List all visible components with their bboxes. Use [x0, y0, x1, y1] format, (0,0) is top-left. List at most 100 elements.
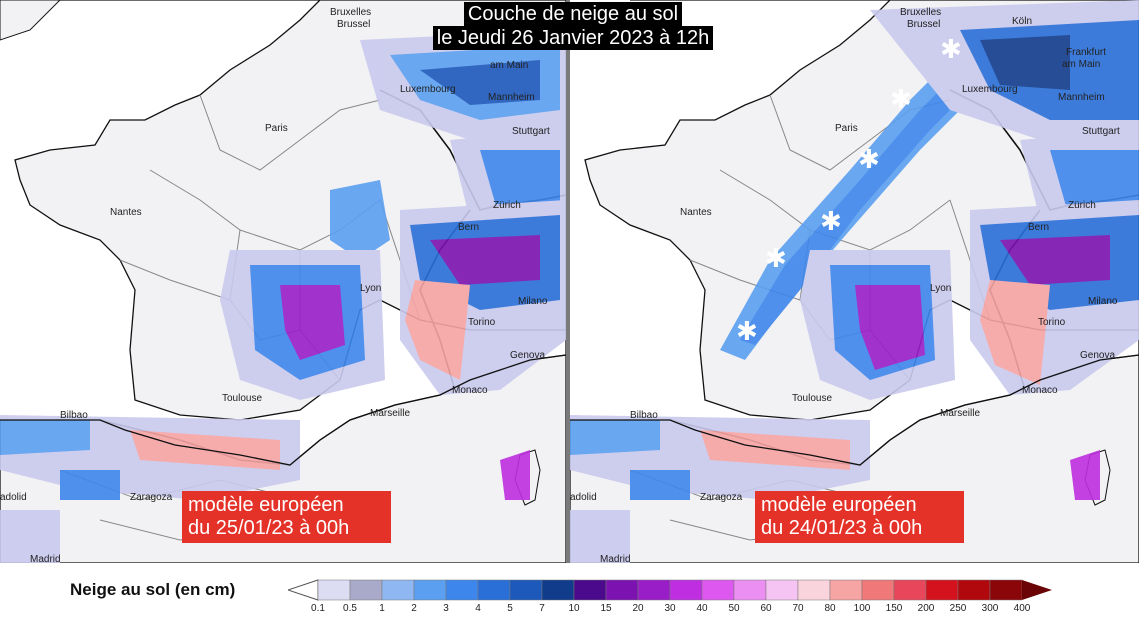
- city-label: Köln: [1012, 16, 1032, 27]
- legend-tick-label: 50: [728, 603, 740, 614]
- snowflake-icon: ✱: [765, 244, 787, 274]
- city-label: Nantes: [110, 207, 142, 218]
- snowflake-icon: ✱: [736, 317, 758, 347]
- snowflake-icon: ✱: [890, 85, 912, 115]
- legend-color-cell: [605, 579, 639, 601]
- legend-color-cell: [957, 579, 991, 601]
- legend-tick-label: 100: [853, 603, 871, 614]
- legend-color-cell: [445, 579, 479, 601]
- legend-color-cell: [509, 579, 543, 601]
- model-label-line2: du 24/01/23 à 00h: [761, 517, 923, 539]
- model-label-left: modèle européen du 25/01/23 à 00h: [182, 491, 391, 543]
- city-label: adolid: [570, 492, 597, 503]
- city-label: Nantes: [680, 207, 712, 218]
- city-label: Frankfurt: [1066, 47, 1106, 58]
- snow-star-icons: ✱ ✱ ✱ ✱ ✱ ✱: [736, 35, 962, 347]
- snowflake-icon: ✱: [820, 207, 842, 237]
- legend-arrow-left: [288, 579, 319, 601]
- city-label: adolid: [0, 492, 27, 503]
- legend-color-cell: [797, 579, 831, 601]
- map-panel-right: ✱ ✱ ✱ ✱ ✱ ✱ Bruxelles Brussel Köln Frank…: [570, 0, 1139, 563]
- title-line2: le Jeudi 26 Janvier 2023 à 12h: [432, 26, 714, 50]
- legend-color-cell: [573, 579, 607, 601]
- legend-tick-label: 5: [507, 603, 513, 614]
- map-panel-left: Bruxelles Brussel am Main Luxembourg Man…: [0, 0, 566, 563]
- legend-color-cell: [637, 579, 671, 601]
- legend-color-bar: [288, 579, 1052, 601]
- city-label: Luxembourg: [400, 84, 456, 95]
- city-label: Milano: [1088, 296, 1118, 307]
- city-label: Madrid: [30, 554, 61, 563]
- legend-tick-label: 20: [632, 603, 644, 614]
- legend-tick-label: 30: [664, 603, 676, 614]
- city-label: Marseille: [370, 408, 410, 419]
- city-label: Monaco: [452, 385, 488, 396]
- city-label: Paris: [835, 123, 858, 134]
- city-labels-right: Bruxelles Brussel Köln Frankfurt am Main…: [570, 7, 1120, 563]
- city-label: Lyon: [360, 283, 381, 294]
- legend-color-cell: [477, 579, 511, 601]
- legend-color-cell: [893, 579, 927, 601]
- city-label: Zürich: [493, 200, 521, 211]
- legend-color-cell: [349, 579, 383, 601]
- city-label: Mannheim: [1058, 92, 1105, 103]
- city-label: Madrid: [600, 554, 631, 563]
- legend-tick-label: 15: [600, 603, 612, 614]
- legend-tick-label: 4: [475, 603, 481, 614]
- legend-arrow-right: [1022, 580, 1052, 600]
- city-label: Zaragoza: [700, 492, 743, 503]
- city-label: Luxembourg: [962, 84, 1018, 95]
- map-right-svg: ✱ ✱ ✱ ✱ ✱ ✱ Bruxelles Brussel Köln Frank…: [570, 0, 1139, 563]
- model-label-right: modèle européen du 24/01/23 à 00h: [755, 491, 964, 543]
- legend-tick-label: 60: [760, 603, 772, 614]
- legend-color-cell: [381, 579, 415, 601]
- legend-color-cell: [861, 579, 895, 601]
- city-labels-left: Bruxelles Brussel am Main Luxembourg Man…: [0, 7, 550, 563]
- legend-title: Neige au sol (en cm): [70, 580, 236, 599]
- city-label: Stuttgart: [1082, 126, 1120, 137]
- city-label: Torino: [1038, 317, 1066, 328]
- legend-tick-label: 0.1: [311, 603, 325, 614]
- map-title: Couche de neige au sol le Jeudi 26 Janvi…: [398, 2, 748, 50]
- legend-tick-label: 10: [568, 603, 580, 614]
- city-label: Marseille: [940, 408, 980, 419]
- legend-tick-label: 300: [981, 603, 999, 614]
- city-label: am Main: [490, 60, 528, 71]
- city-label: Monaco: [1022, 385, 1058, 396]
- city-label: Paris: [265, 123, 288, 134]
- model-label-line1: modèle européen: [188, 494, 344, 516]
- city-label: Bruxelles: [900, 7, 941, 18]
- legend-tick-label: 400: [1013, 603, 1031, 614]
- city-label: Genova: [1080, 350, 1115, 361]
- legend-tick-label: 40: [696, 603, 708, 614]
- legend-tick-label: 1: [379, 603, 385, 614]
- city-label: Bilbao: [60, 410, 88, 421]
- title-line1: Couche de neige au sol: [463, 2, 683, 26]
- legend-tick-label: 150: [885, 603, 903, 614]
- legend-color-cell: [317, 579, 351, 601]
- legend-tick-label: 250: [949, 603, 967, 614]
- city-label: Lyon: [930, 283, 951, 294]
- city-label: Bilbao: [630, 410, 658, 421]
- legend-tick-label: 80: [824, 603, 836, 614]
- map-left-svg: Bruxelles Brussel am Main Luxembourg Man…: [0, 0, 566, 563]
- city-label: Milano: [518, 296, 548, 307]
- legend-color-cell: [829, 579, 863, 601]
- city-label: Toulouse: [222, 393, 262, 404]
- legend-color-cell: [413, 579, 447, 601]
- legend-tick-label: 2: [411, 603, 417, 614]
- legend-tick-label: 7: [539, 603, 545, 614]
- snowflake-icon: ✱: [940, 35, 962, 65]
- model-label-line1: modèle européen: [761, 494, 917, 516]
- legend-color-cell: [733, 579, 767, 601]
- city-label: Bern: [1028, 222, 1049, 233]
- legend-color-cell: [701, 579, 735, 601]
- legend-color-cell: [925, 579, 959, 601]
- city-label: Zürich: [1068, 200, 1096, 211]
- legend-tick-label: 70: [792, 603, 804, 614]
- legend-tick-label: 3: [443, 603, 449, 614]
- legend-color-cell: [541, 579, 575, 601]
- legend-tick-label: 200: [917, 603, 935, 614]
- city-label: Torino: [468, 317, 496, 328]
- city-label: am Main: [1062, 59, 1100, 70]
